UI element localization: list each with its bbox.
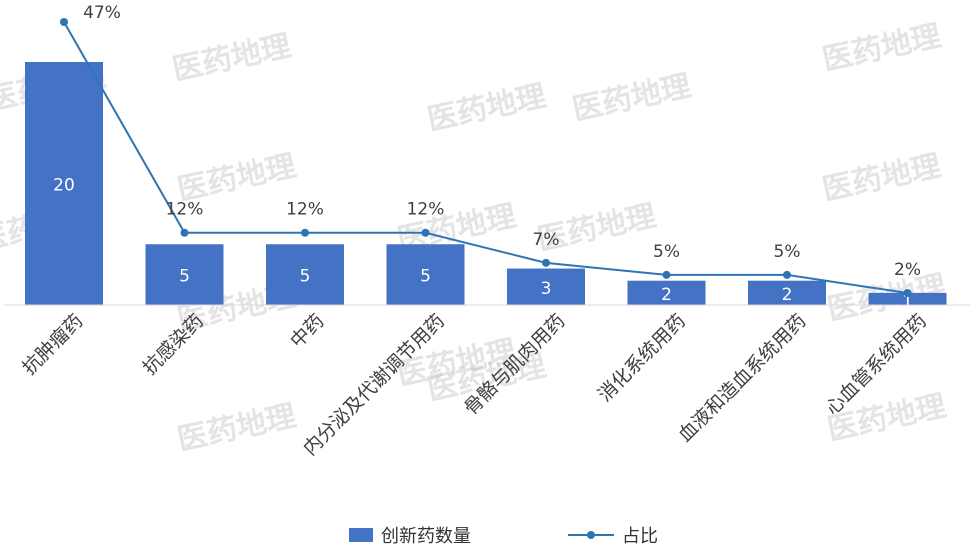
legend-bar-swatch xyxy=(349,528,373,542)
bar-6 xyxy=(748,280,826,305)
bar-5 xyxy=(627,280,706,305)
legend: 创新药数量 占比 xyxy=(0,522,974,550)
x-tick-label-2: 中药 xyxy=(286,310,328,352)
bar-7 xyxy=(868,292,947,305)
bar-value-label-0: 20 xyxy=(53,176,75,196)
watermark-text: 医药地理 xyxy=(169,29,294,88)
bar-value-label-5: 2 xyxy=(661,285,672,305)
line-point-0 xyxy=(60,18,68,26)
line-point-2 xyxy=(301,228,309,237)
line-value-label-5: 5% xyxy=(653,242,680,262)
bar-series: 20 5 5 5 3 2 2 1 xyxy=(25,62,947,312)
line-value-label-6: 5% xyxy=(774,242,801,262)
bar-4 xyxy=(507,268,585,305)
percentage-line xyxy=(63,21,908,294)
bar-3 xyxy=(386,244,465,305)
watermark-text: 医药地理 xyxy=(569,69,694,128)
bar-value-label-7: 1 xyxy=(902,292,913,312)
x-tick-label-0: 抗肿瘤药 xyxy=(18,310,87,379)
x-tick-label-5: 消化系统用药 xyxy=(594,310,690,406)
bar-0 xyxy=(25,62,103,305)
watermark-text: 医药地理 xyxy=(174,399,299,458)
line-value-label-1: 12% xyxy=(166,200,204,220)
line-series: 47% 12% 12% 12% 7% 5% 5% 2% xyxy=(60,3,921,297)
legend-item-bars: 创新药数量 xyxy=(349,522,471,548)
legend-bar-label: 创新药数量 xyxy=(381,526,471,547)
bar-value-label-4: 3 xyxy=(541,279,552,299)
line-value-label-4: 7% xyxy=(533,230,560,250)
watermark-text: 医药地理 xyxy=(819,19,944,78)
watermark-text: 医药地理 xyxy=(424,79,549,138)
line-value-label-3: 12% xyxy=(407,200,445,220)
bar-value-label-2: 5 xyxy=(300,267,311,287)
bar-value-label-1: 5 xyxy=(179,267,190,287)
legend-line-swatch xyxy=(568,528,614,542)
line-point-4 xyxy=(542,258,550,267)
watermark-text: 医药地理 xyxy=(819,149,944,208)
legend-line-label: 占比 xyxy=(622,526,658,547)
bar-value-label-3: 5 xyxy=(420,267,431,287)
line-point-7 xyxy=(903,288,912,297)
legend-item-line: 占比 xyxy=(568,522,658,548)
line-point-5 xyxy=(662,270,671,279)
line-point-6 xyxy=(783,270,791,279)
line-value-label-2: 12% xyxy=(286,200,324,220)
line-point-1 xyxy=(180,228,189,237)
x-tick-label-6: 血液和造血系统用药 xyxy=(674,310,810,446)
x-tick-label-1: 抗感染药 xyxy=(139,310,208,379)
line-value-label-7: 2% xyxy=(894,260,921,280)
bar-value-label-6: 2 xyxy=(782,285,793,305)
bar-2 xyxy=(266,244,344,305)
bar-1 xyxy=(145,244,224,305)
line-point-3 xyxy=(421,228,430,237)
line-value-label-0: 47% xyxy=(83,3,121,23)
